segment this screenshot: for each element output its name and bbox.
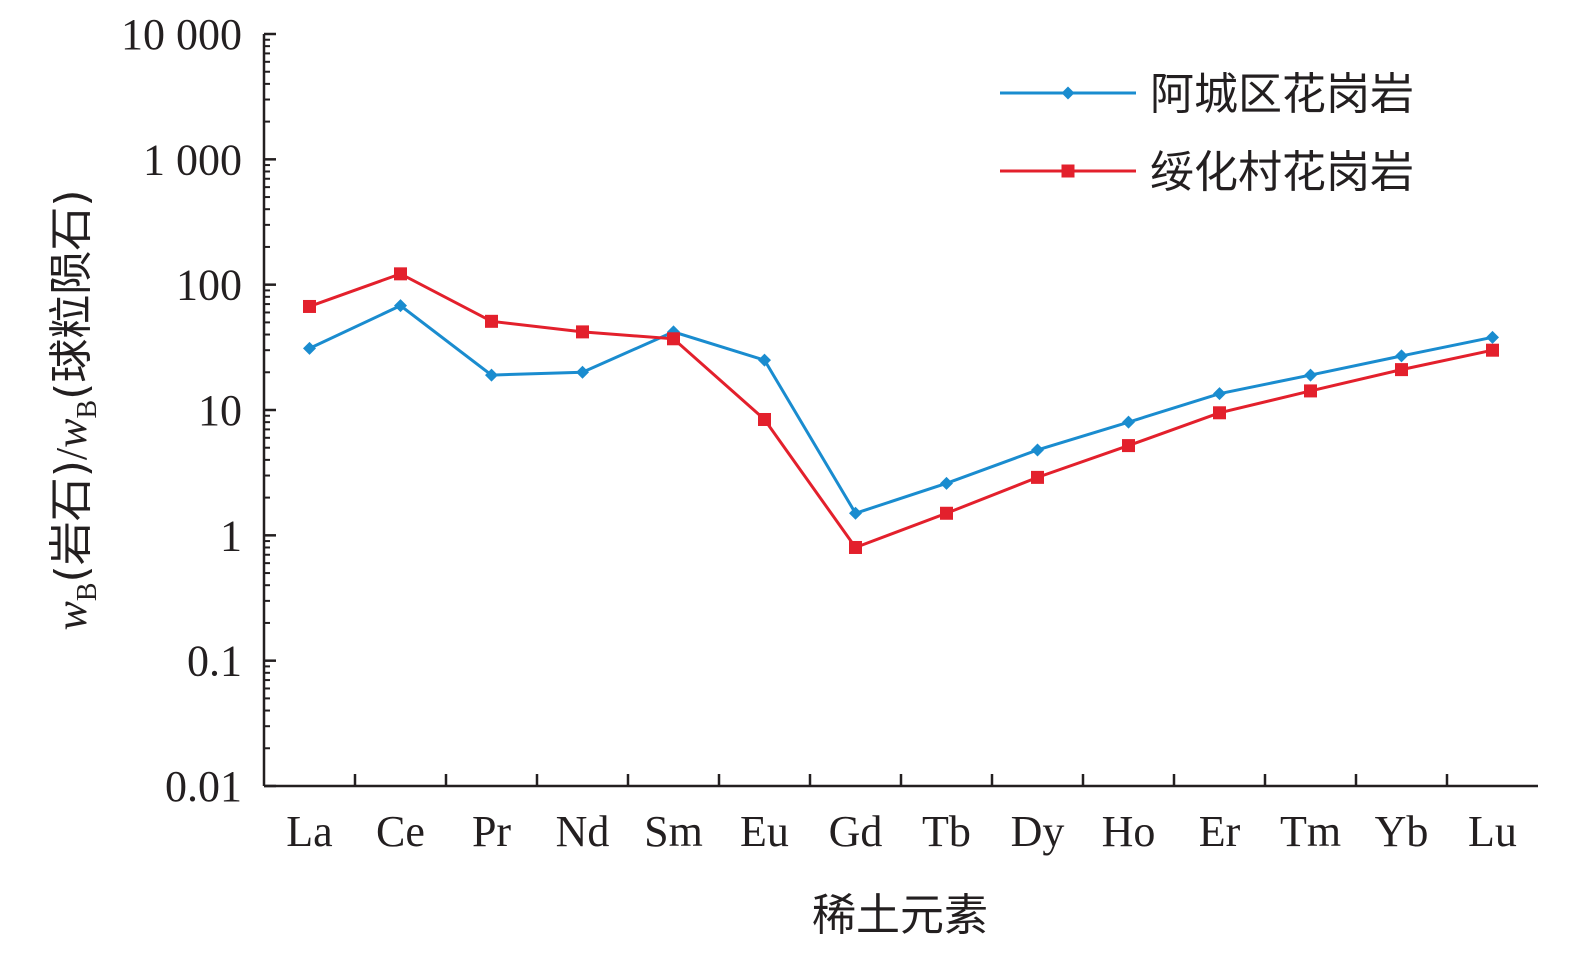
data-point bbox=[1304, 384, 1317, 398]
x-axis-title: 稀土元素 bbox=[812, 890, 988, 941]
x-tick-label: Tb bbox=[922, 807, 971, 856]
series-layer bbox=[303, 267, 1499, 554]
data-point bbox=[1395, 363, 1408, 377]
y-tick-label: 100 bbox=[176, 261, 242, 310]
data-point bbox=[849, 506, 862, 520]
data-point bbox=[1395, 349, 1408, 363]
data-point bbox=[485, 314, 498, 328]
x-tick-label: Yb bbox=[1375, 807, 1429, 856]
data-point bbox=[1031, 470, 1044, 484]
data-point bbox=[1486, 330, 1499, 344]
y-title-sub2: B bbox=[72, 400, 103, 419]
x-tick-label: Ho bbox=[1102, 807, 1156, 856]
y-title-paren2: (球粒陨石) bbox=[46, 189, 97, 399]
series-1 bbox=[303, 299, 1499, 520]
data-point bbox=[1122, 439, 1135, 453]
data-point bbox=[758, 412, 771, 426]
x-tick-label: Dy bbox=[1011, 807, 1065, 856]
x-tick-label: Lu bbox=[1468, 807, 1517, 856]
legend-label: 阿城区花岗岩 bbox=[1150, 69, 1414, 120]
y-title-sub1: B bbox=[72, 582, 103, 601]
x-tick-label: La bbox=[286, 807, 332, 856]
x-tick-label: Er bbox=[1199, 807, 1241, 856]
x-tick-label: Sm bbox=[644, 807, 703, 856]
legend-item-2: 绥化村花岗岩 bbox=[1000, 147, 1414, 198]
data-point bbox=[394, 267, 407, 281]
data-point bbox=[940, 506, 953, 520]
data-point bbox=[1031, 443, 1044, 457]
x-tick-label: Ce bbox=[376, 807, 425, 856]
y-title-var2: w bbox=[47, 418, 96, 448]
y-title-paren1: (岩石) bbox=[46, 460, 97, 582]
y-axis: 0.01 0.1 1 10 100 1 000 10 000 bbox=[121, 10, 276, 811]
legend-marker bbox=[1061, 86, 1075, 100]
legend-label: 绥化村花岗岩 bbox=[1150, 147, 1414, 198]
y-axis-title: wB(岩石)/wB(球粒陨石) bbox=[46, 189, 103, 630]
x-axis: La Ce Pr Nd Sm Eu Gd Tb Dy Ho Er Tm Yb Lu bbox=[264, 774, 1538, 856]
data-point bbox=[303, 299, 316, 313]
x-tick-label: Pr bbox=[472, 807, 511, 856]
series-line bbox=[308, 303, 1493, 516]
y-tick-label: 1 000 bbox=[143, 135, 242, 184]
legend-item-1: 阿城区花岗岩 bbox=[1000, 69, 1414, 120]
series-line bbox=[308, 272, 1493, 550]
data-point bbox=[1486, 343, 1499, 357]
data-point bbox=[303, 341, 316, 355]
data-point bbox=[1213, 387, 1226, 401]
data-point bbox=[394, 299, 407, 313]
y-tick-label: 0.01 bbox=[165, 762, 242, 811]
y-title-var1: w bbox=[47, 601, 96, 631]
series-2 bbox=[303, 267, 1499, 554]
data-point bbox=[667, 332, 680, 346]
y-tick-label: 10 bbox=[198, 386, 242, 435]
x-tick-label: Gd bbox=[829, 807, 883, 856]
y-tick-label: 0.1 bbox=[187, 637, 242, 686]
x-tick-label: Nd bbox=[556, 807, 610, 856]
x-tick-label: Eu bbox=[740, 807, 789, 856]
data-point bbox=[1304, 368, 1317, 382]
data-point bbox=[940, 476, 953, 490]
data-point bbox=[849, 540, 862, 554]
x-tick-label: Tm bbox=[1280, 807, 1341, 856]
data-point bbox=[1213, 406, 1226, 420]
data-point bbox=[576, 325, 589, 339]
legend-marker bbox=[1061, 164, 1075, 178]
y-title-slash: / bbox=[47, 447, 96, 460]
data-point bbox=[576, 365, 589, 379]
data-point bbox=[1122, 415, 1135, 429]
y-tick-label: 10 000 bbox=[121, 10, 242, 59]
data-point bbox=[485, 368, 498, 382]
data-point bbox=[758, 353, 771, 367]
y-tick-label: 1 bbox=[220, 511, 242, 560]
